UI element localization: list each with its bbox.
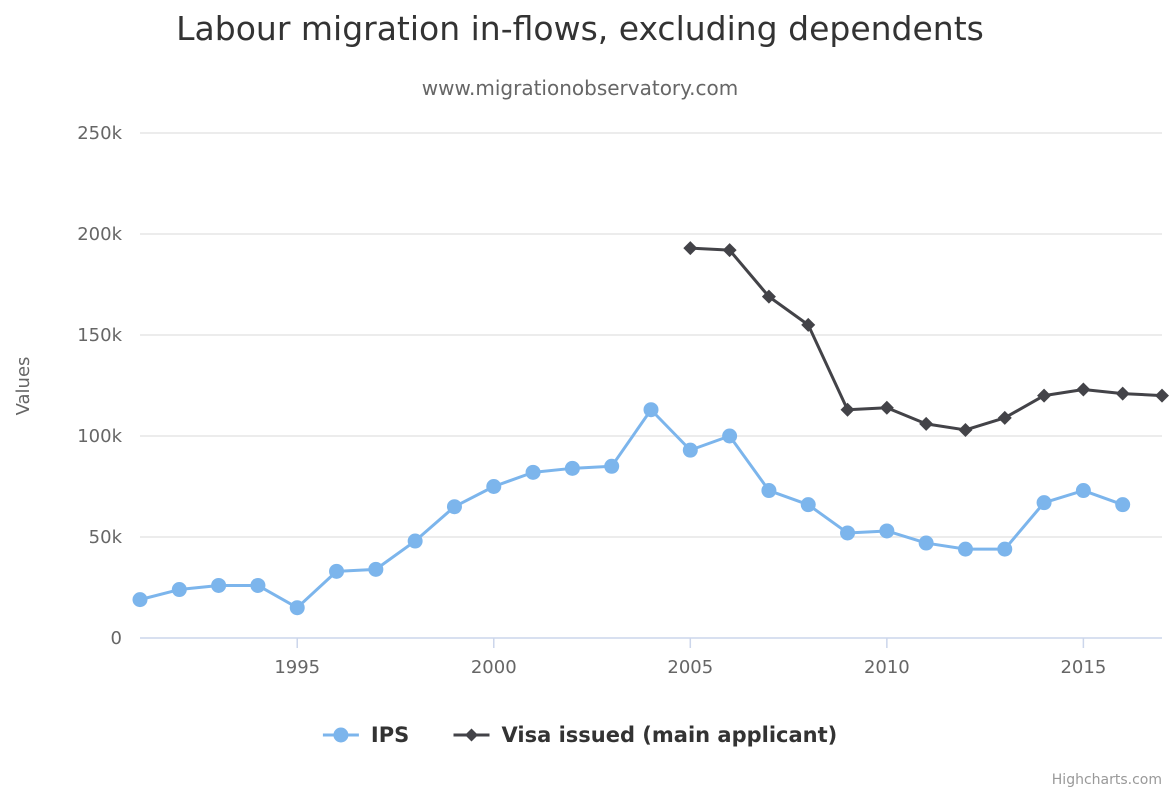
- data-point[interactable]: [958, 542, 973, 557]
- data-point[interactable]: [761, 483, 776, 498]
- series-line[interactable]: [690, 248, 1162, 430]
- x-tick-label: 1995: [274, 657, 320, 678]
- y-tick-label: 0: [111, 628, 122, 649]
- data-point[interactable]: [958, 423, 972, 437]
- data-point[interactable]: [879, 523, 894, 538]
- data-point[interactable]: [801, 497, 816, 512]
- data-point[interactable]: [998, 411, 1012, 425]
- x-tick-label: 2005: [667, 657, 713, 678]
- data-point[interactable]: [250, 578, 265, 593]
- legend-label: Visa issued (main applicant): [502, 723, 838, 747]
- x-tick-label: 2000: [471, 657, 517, 678]
- y-tick-label: 150k: [77, 325, 122, 346]
- data-point[interactable]: [133, 592, 148, 607]
- data-point[interactable]: [1037, 495, 1052, 510]
- chart-subtitle: www.migrationobservatory.com: [422, 76, 738, 100]
- y-axis: 0 50k 100k 150k 200k 250k: [77, 123, 122, 649]
- series-ips: [133, 402, 1131, 615]
- data-point[interactable]: [447, 499, 462, 514]
- data-point[interactable]: [211, 578, 226, 593]
- series-visa-issued: [683, 241, 1169, 437]
- data-point[interactable]: [604, 459, 619, 474]
- y-tick-label: 50k: [89, 527, 123, 548]
- data-point[interactable]: [841, 403, 855, 417]
- data-point[interactable]: [172, 582, 187, 597]
- data-point[interactable]: [644, 402, 659, 417]
- y-tick-label: 100k: [77, 426, 122, 447]
- legend: IPS Visa issued (main applicant): [323, 723, 837, 747]
- data-point[interactable]: [290, 600, 305, 615]
- series-group: [133, 241, 1169, 615]
- y-tick-label: 250k: [77, 123, 122, 144]
- x-tick-label: 2015: [1060, 657, 1106, 678]
- y-axis-title: Values: [13, 357, 34, 416]
- data-point[interactable]: [408, 534, 423, 549]
- data-point[interactable]: [997, 542, 1012, 557]
- data-point[interactable]: [565, 461, 580, 476]
- legend-marker[interactable]: [333, 728, 348, 743]
- legend-marker[interactable]: [465, 729, 478, 742]
- series-line[interactable]: [140, 410, 1123, 608]
- data-point[interactable]: [919, 417, 933, 431]
- data-point[interactable]: [1076, 383, 1090, 397]
- data-point[interactable]: [526, 465, 541, 480]
- data-point[interactable]: [683, 241, 697, 255]
- x-tick-label: 2010: [864, 657, 910, 678]
- data-point[interactable]: [1115, 497, 1130, 512]
- data-point[interactable]: [486, 479, 501, 494]
- data-point[interactable]: [368, 562, 383, 577]
- data-point[interactable]: [1037, 389, 1051, 403]
- grid-lines: [140, 133, 1162, 537]
- legend-label: IPS: [371, 723, 409, 747]
- data-point[interactable]: [1116, 387, 1130, 401]
- chart-title: Labour migration in-flows, excluding dep…: [176, 9, 984, 48]
- data-point[interactable]: [840, 525, 855, 540]
- data-point[interactable]: [1076, 483, 1091, 498]
- x-axis: 1995 2000 2005 2010 2015: [140, 638, 1162, 678]
- data-point[interactable]: [919, 536, 934, 551]
- legend-item-ips[interactable]: IPS: [323, 723, 409, 747]
- data-point[interactable]: [722, 429, 737, 444]
- data-point[interactable]: [683, 443, 698, 458]
- credits-link[interactable]: Highcharts.com: [1052, 772, 1162, 788]
- legend-item-visa-issued[interactable]: Visa issued (main applicant): [454, 723, 838, 747]
- data-point[interactable]: [880, 401, 894, 415]
- data-point[interactable]: [329, 564, 344, 579]
- data-point[interactable]: [1155, 389, 1169, 403]
- y-tick-label: 200k: [77, 224, 122, 245]
